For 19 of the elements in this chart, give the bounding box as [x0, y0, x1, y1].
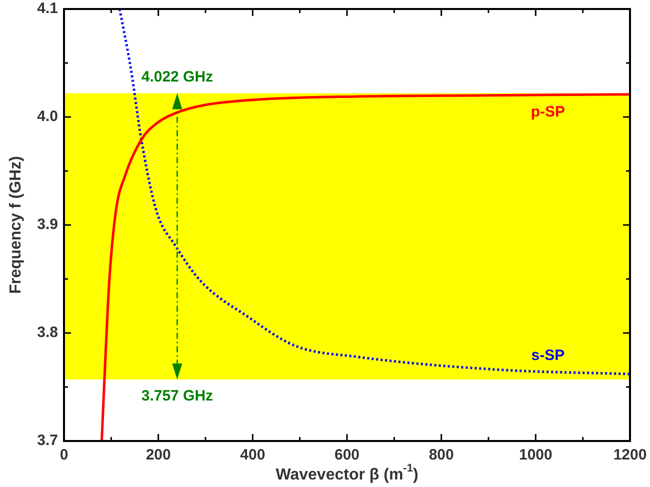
- line-series: [118, 9, 630, 376]
- annotation: 3.757 GHz: [141, 388, 214, 405]
- y-axis-title: Frequency f (GHz): [7, 156, 24, 294]
- series-label: p-SP: [530, 103, 566, 120]
- y-tick-label: 3.8: [37, 324, 58, 342]
- y-tick-label: 3.7: [37, 432, 58, 450]
- x-tick-label: 400: [240, 446, 266, 464]
- line-series: [100, 93, 630, 441]
- x-tick-label: 800: [428, 446, 454, 464]
- x-tick-label: 1200: [613, 446, 647, 464]
- y-tick-label: 4.1: [37, 0, 58, 18]
- x-tick-label: 200: [146, 446, 171, 464]
- x-tick-label: 1000: [518, 446, 552, 464]
- series-label: s-SP: [531, 347, 565, 364]
- x-tick-label: 0: [60, 446, 68, 464]
- y-tick-label: 4.0: [37, 108, 58, 126]
- annotation: 4.022 GHz: [141, 68, 214, 86]
- y-tick-label: 3.9: [37, 216, 58, 234]
- x-tick-label: 600: [334, 446, 360, 464]
